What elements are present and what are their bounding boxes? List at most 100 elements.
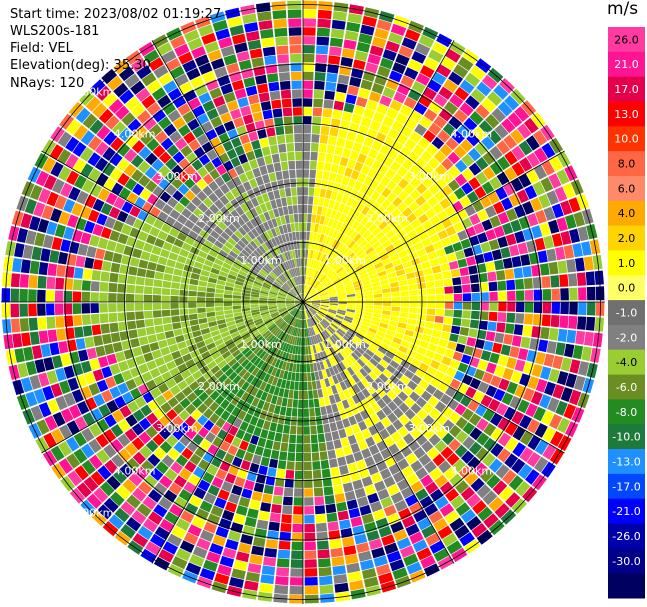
- velocity-gate: [333, 201, 341, 211]
- velocity-gate: [314, 223, 319, 233]
- velocity-gate: [380, 175, 391, 187]
- velocity-gate: [347, 343, 356, 352]
- velocity-gate: [349, 271, 358, 278]
- velocity-gate: [498, 378, 510, 391]
- velocity-gate: [330, 118, 341, 128]
- velocity-gate: [328, 307, 338, 311]
- velocity-gate: [512, 426, 526, 441]
- velocity-gate: [311, 297, 320, 301]
- colorbar-tick-label: 8.0: [618, 158, 636, 171]
- velocity-gate: [318, 143, 327, 153]
- velocity-gate: [392, 258, 402, 267]
- velocity-gate: [336, 311, 346, 316]
- velocity-gate: [513, 267, 524, 279]
- velocity-gate: [303, 293, 305, 302]
- velocity-gate: [550, 275, 560, 288]
- velocity-gate: [542, 289, 552, 301]
- velocity-gate: [548, 261, 559, 275]
- velocity-gate: [326, 312, 335, 318]
- velocity-gate: [475, 157, 489, 171]
- velocity-gate: [311, 268, 316, 278]
- velocity-gate: [559, 315, 569, 329]
- velocity-gate: [404, 67, 419, 80]
- velocity-gate: [399, 312, 409, 318]
- velocity-gate: [490, 427, 504, 442]
- velocity-gate: [540, 177, 554, 193]
- velocity-gate: [415, 397, 427, 408]
- velocity-gate: [386, 192, 397, 203]
- velocity-gate: [303, 222, 307, 231]
- velocity-gate: [578, 361, 590, 376]
- velocity-gate: [523, 277, 533, 289]
- velocity-gate: [497, 101, 513, 117]
- velocity-gate: [303, 62, 315, 72]
- velocity-gate: [443, 316, 453, 325]
- velocity-gate: [408, 201, 420, 212]
- velocity-gate: [318, 252, 325, 262]
- velocity-gate: [334, 316, 343, 322]
- velocity-gate: [519, 157, 533, 172]
- velocity-gate: [440, 331, 451, 340]
- velocity-gate: [426, 288, 436, 295]
- velocity-gate: [494, 124, 509, 139]
- velocity-gate: [443, 278, 453, 287]
- velocity-gate: [365, 187, 375, 198]
- velocity-gate: [413, 331, 423, 340]
- velocity-gate: [335, 173, 344, 184]
- velocity-gate: [337, 290, 346, 295]
- velocity-gate: [315, 63, 327, 73]
- velocity-gate: [434, 279, 444, 288]
- velocity-gate: [377, 249, 387, 258]
- velocity-gate: [550, 315, 560, 328]
- colorbar-tick-label: 26.0: [614, 33, 639, 46]
- velocity-gate: [421, 189, 433, 201]
- velocity-gate: [581, 346, 592, 362]
- velocity-gate: [408, 343, 419, 352]
- velocity-gate: [371, 316, 381, 323]
- velocity-gate: [315, 283, 323, 290]
- velocity-gate: [338, 302, 347, 304]
- velocity-gate: [375, 152, 387, 164]
- velocity-gate: [347, 207, 356, 218]
- velocity-gate: [505, 233, 517, 246]
- velocity-gate: [522, 201, 535, 215]
- velocity-gate: [392, 355, 403, 364]
- velocity-gate: [328, 135, 337, 146]
- velocity-gate: [526, 152, 541, 168]
- velocity-gate: [416, 248, 427, 257]
- velocity-gate: [560, 230, 572, 245]
- velocity-gate: [323, 317, 332, 324]
- velocity-gate: [489, 215, 501, 228]
- velocity-gate: [311, 305, 319, 309]
- velocity-gate: [402, 260, 412, 269]
- velocity-gate: [409, 290, 418, 296]
- velocity-gate: [385, 78, 399, 91]
- velocity-gate: [374, 302, 383, 306]
- velocity-gate: [310, 291, 318, 298]
- velocity-gate: [360, 216, 370, 226]
- velocity-gate: [308, 187, 315, 196]
- velocity-gate: [511, 410, 525, 425]
- colorbar-tick-label: -30.0: [612, 555, 640, 568]
- velocity-gate: [375, 350, 385, 359]
- velocity-gate: [414, 352, 425, 362]
- velocity-gate: [329, 259, 336, 268]
- velocity-gate: [448, 260, 459, 270]
- velocity-gate: [376, 330, 386, 338]
- velocity-gate: [403, 224, 414, 234]
- velocity-gate: [341, 275, 350, 282]
- velocity-gate: [524, 289, 534, 301]
- velocity-gate: [370, 342, 380, 350]
- velocity-gate: [347, 268, 357, 276]
- velocity-gate: [355, 223, 364, 233]
- velocity-gate: [353, 349, 362, 358]
- velocity-gate: [407, 318, 417, 326]
- velocity-gate: [429, 408, 441, 420]
- velocity-gate: [460, 238, 471, 249]
- velocity-gate: [518, 463, 533, 480]
- colorbar-tick-label: 10.0: [614, 133, 639, 146]
- velocity-gate: [339, 245, 347, 254]
- velocity-gate: [471, 292, 480, 301]
- velocity-gate: [326, 284, 334, 290]
- velocity-gate: [443, 79, 458, 93]
